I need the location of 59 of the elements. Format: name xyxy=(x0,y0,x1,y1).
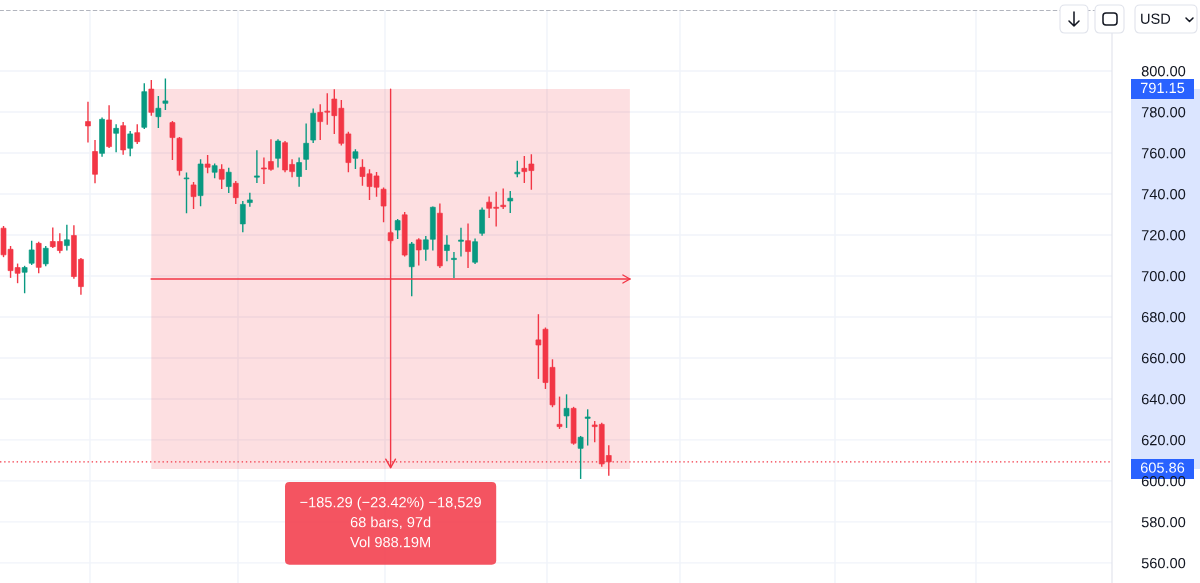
candlestick xyxy=(500,188,507,209)
candlestick xyxy=(247,192,253,207)
text: 791.15 xyxy=(1140,82,1185,94)
candlestick xyxy=(380,187,387,223)
y-tick-label: 780.00 xyxy=(1141,107,1186,118)
candlestick xyxy=(155,95,162,129)
candlestick xyxy=(35,241,42,274)
y-tick-label: 620.00 xyxy=(1141,435,1186,446)
candlestick xyxy=(296,157,302,187)
candlestick xyxy=(162,78,169,110)
candlestick xyxy=(577,435,584,479)
candlestick xyxy=(507,191,514,213)
candlestick xyxy=(275,139,281,168)
candlestick xyxy=(190,181,197,209)
candlestick xyxy=(444,235,450,262)
candlestick xyxy=(563,394,570,428)
y-tick-label: 680.00 xyxy=(1141,312,1186,323)
y-tick-label: 700.00 xyxy=(1141,271,1186,282)
band-label: −185.29 (−23.42%) −18,529 68 bars, 97d Vol 988.19M xyxy=(300,496,481,548)
candlestick xyxy=(415,238,422,266)
y-axis-title: USD xyxy=(1141,13,1171,24)
y-tick-label: 600.00 xyxy=(1141,476,1186,487)
candlestick xyxy=(92,139,98,184)
candlestick xyxy=(64,224,70,251)
text: 605.86 xyxy=(1140,462,1185,473)
candlestick xyxy=(42,245,49,267)
candlestick xyxy=(352,149,359,170)
candlestick xyxy=(169,120,176,161)
candlestick xyxy=(240,201,246,233)
y-tick-label: 660.00 xyxy=(1141,353,1186,364)
candlestick xyxy=(472,238,478,264)
candlestick xyxy=(21,265,28,294)
candlestick xyxy=(225,167,232,194)
y-tick-label: 640.00 xyxy=(1141,394,1186,405)
candlestick xyxy=(113,124,119,153)
candlestick xyxy=(556,396,563,429)
candlestick xyxy=(232,180,239,205)
candlestick xyxy=(183,172,190,214)
candlestick xyxy=(479,207,485,236)
candlestick xyxy=(28,240,35,265)
y-tick-label: 560.00 xyxy=(1141,558,1186,569)
candlestick xyxy=(254,150,260,183)
candlestick xyxy=(85,101,91,143)
candlestick xyxy=(451,251,457,279)
candlestick xyxy=(134,124,141,145)
y-tick-label: 740.00 xyxy=(1141,189,1186,200)
candlestick xyxy=(394,219,401,239)
candlestick xyxy=(408,242,415,297)
candlestick xyxy=(584,409,591,446)
y-tick-label: 720.00 xyxy=(1141,230,1186,241)
y-tick-label: 760.00 xyxy=(1141,148,1186,159)
candlestick xyxy=(303,123,309,171)
candlestick xyxy=(127,130,134,157)
y-tick-label: 800.00 xyxy=(1141,66,1186,77)
candlestick xyxy=(218,164,225,189)
candlestick xyxy=(458,227,464,257)
candlestick xyxy=(148,79,155,116)
y-tick-label: 580.00 xyxy=(1141,517,1186,528)
candlestick xyxy=(465,223,471,269)
